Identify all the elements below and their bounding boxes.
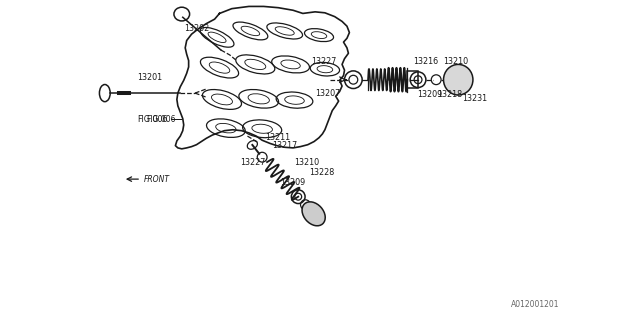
Text: 13201: 13201 — [137, 73, 162, 82]
Bar — [407, 71, 418, 88]
Text: 13231: 13231 — [462, 94, 487, 103]
Text: 13228: 13228 — [309, 168, 335, 177]
Text: 13218: 13218 — [438, 90, 463, 99]
Text: FIG.006: FIG.006 — [138, 115, 168, 124]
Text: 13227: 13227 — [311, 57, 337, 66]
Ellipse shape — [444, 64, 473, 95]
Text: 13227: 13227 — [241, 158, 266, 167]
Text: 13211: 13211 — [265, 133, 290, 142]
Text: FIG.006: FIG.006 — [146, 115, 175, 124]
Text: 13216: 13216 — [413, 57, 438, 66]
Text: 13217: 13217 — [272, 141, 297, 150]
Text: 13209: 13209 — [417, 90, 442, 99]
Ellipse shape — [302, 202, 325, 226]
Text: FRONT: FRONT — [143, 175, 170, 184]
Text: 13210: 13210 — [294, 158, 319, 167]
Text: 13209: 13209 — [280, 179, 305, 188]
Text: A012001201: A012001201 — [511, 300, 560, 309]
Text: 13202: 13202 — [184, 24, 209, 33]
Text: 13210: 13210 — [444, 57, 468, 66]
Text: 13207: 13207 — [315, 89, 340, 98]
